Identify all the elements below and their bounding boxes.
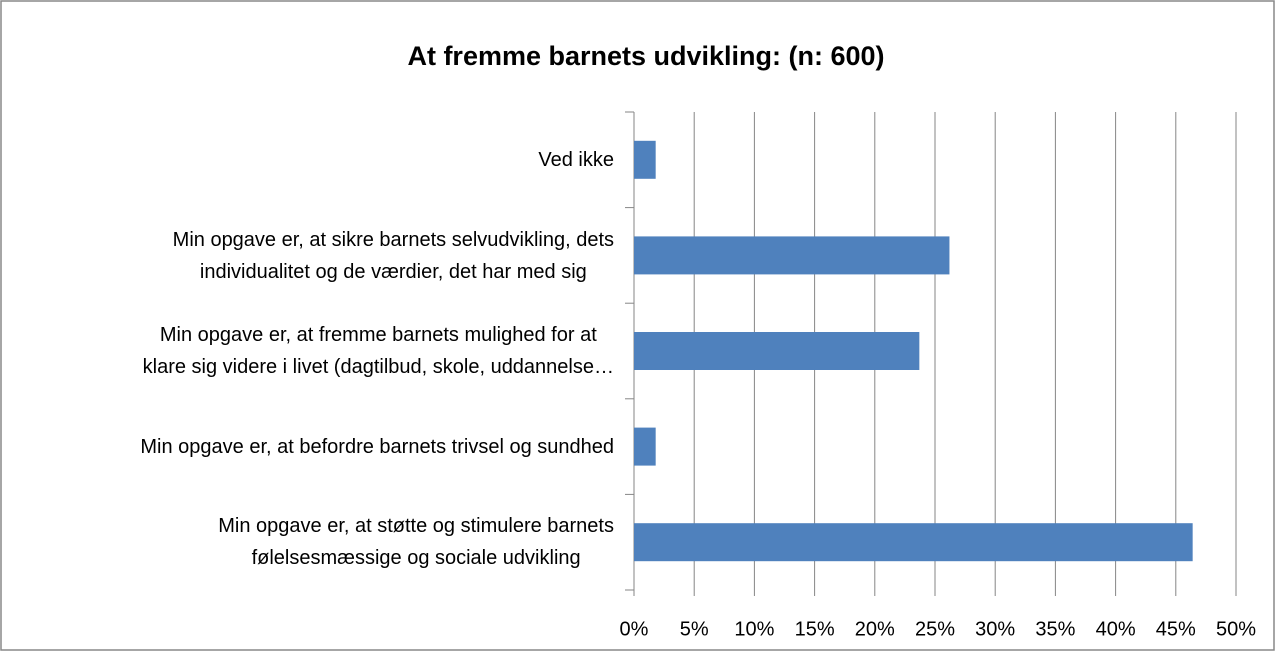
y-tick-label: Min opgave er, at befordre barnets trivs… [140,435,614,458]
category-label-box: Min opgave er, at befordre barnets trivs… [140,399,614,495]
bar [634,140,656,179]
bar [634,427,656,466]
x-tick-label: 15% [795,618,835,640]
x-tick-label: 10% [734,618,774,640]
x-tick-label: 35% [1035,618,1075,640]
category-label-box: Ved ikke [538,112,614,208]
y-tick-label: Min opgave er, at støtte og stimulere ba… [218,515,614,570]
x-tick-label: 0% [620,618,649,640]
y-tick-label: Min opgave er, at fremme barnets mulighe… [142,324,614,379]
x-tick-label: 30% [975,618,1015,640]
x-tick-label: 25% [915,618,955,640]
category-label-box: Min opgave er, at sikre barnets selvudvi… [173,208,614,304]
category-label-box: Min opgave er, at fremme barnets mulighe… [143,303,614,399]
x-tick-label: 50% [1216,618,1256,640]
x-tick-label: 20% [855,618,895,640]
bar [634,236,950,275]
y-tick-label: Min opgave er, at sikre barnets selvudvi… [172,228,614,283]
category-label-box: Min opgave er, at støtte og stimulere ba… [218,494,614,590]
bar [634,523,1193,562]
x-tick-label: 45% [1156,618,1196,640]
y-tick-label: Ved ikke [538,149,614,171]
chart-title: At fremme barnets udvikling: (n: 600) [407,41,884,71]
bar [634,332,920,370]
x-tick-label: 5% [680,618,709,640]
x-tick-label: 40% [1096,618,1136,640]
